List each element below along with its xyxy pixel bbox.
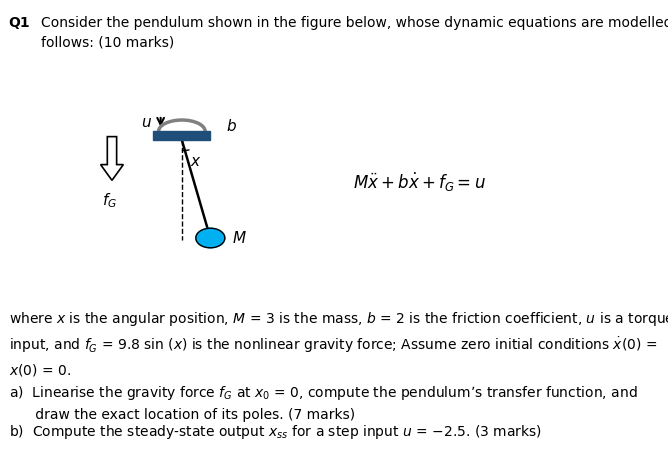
Text: $u$: $u$	[141, 115, 152, 130]
Text: where $x$ is the angular position, $M$ = 3 is the mass, $b$ = 2 is the friction : where $x$ is the angular position, $M$ =…	[9, 310, 668, 378]
Text: b)  Compute the steady-state output $x_{ss}$ for a step input $u$ = −2.5. (3 mar: b) Compute the steady-state output $x_{s…	[9, 423, 542, 441]
Text: Consider the pendulum shown in the figure below, whose dynamic equations are mod: Consider the pendulum shown in the figur…	[41, 16, 668, 50]
Text: a)  Linearise the gravity force $f_G$ at $x_0$ = 0, compute the pendulum’s trans: a) Linearise the gravity force $f_G$ at …	[9, 384, 637, 422]
Text: $M$: $M$	[232, 230, 247, 246]
Polygon shape	[101, 137, 124, 180]
Text: Q1: Q1	[9, 16, 30, 30]
Text: $x$: $x$	[190, 154, 201, 169]
Text: $f_G$: $f_G$	[102, 191, 117, 209]
Bar	[154, 131, 210, 140]
Text: $b$: $b$	[226, 118, 236, 134]
Text: $M\ddot{x} + b\dot{x} + f_G = u$: $M\ddot{x} + b\dot{x} + f_G = u$	[353, 171, 486, 194]
Circle shape	[196, 228, 225, 248]
